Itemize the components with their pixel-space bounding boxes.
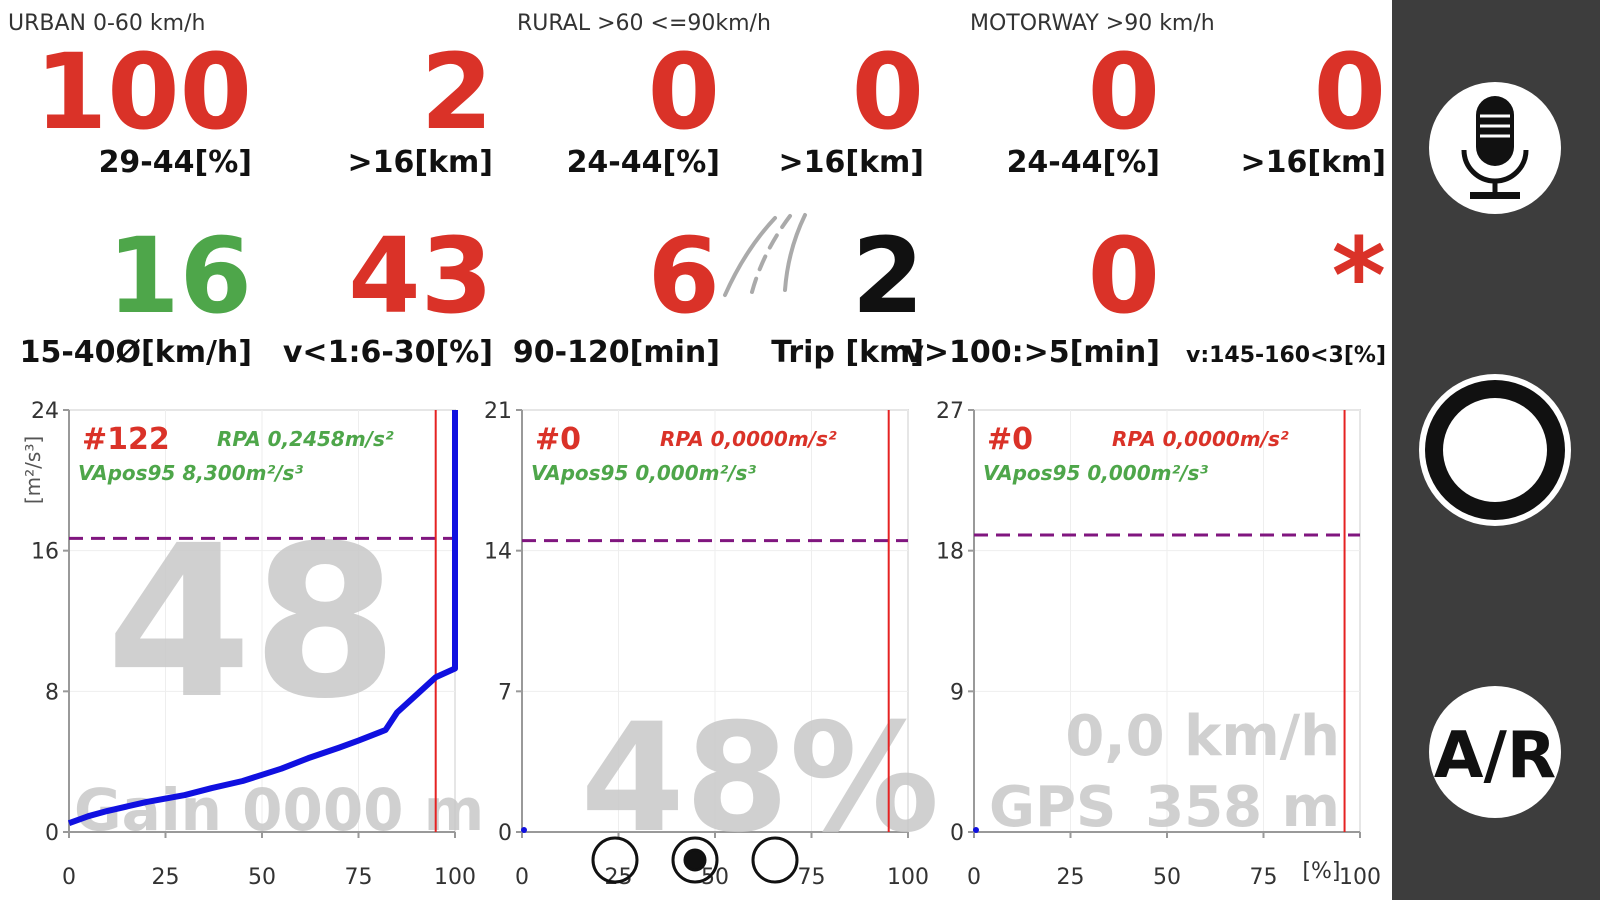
metric-value: 0 [1314,31,1386,153]
metric-label: 29-44[%] [99,145,252,180]
overlay-text: GPS [989,775,1116,840]
y-tick-label: 0 [498,821,512,846]
y-tick-label: 14 [484,540,512,565]
metric-label: 15-40Ø[km/h] [20,335,252,370]
y-tick-label: 8 [45,680,59,705]
metric-label: 90-120[min] [513,335,720,370]
count-label: #0 [535,422,581,457]
x-axis-label: [%] [1302,859,1340,884]
road-icon [723,213,807,297]
section-title: URBAN 0-60 km/h [8,11,205,36]
metric-label: >16[km] [347,145,493,180]
metric-value: 16 [107,215,252,337]
metric-value: 2 [421,31,493,153]
chart: 0 8 16 24 0 25 50 75 100 [m²/s³] 48 Gain 0000 m #122… [21,399,484,890]
rpa-label: RPA 0,0000m/s² [1112,427,1289,451]
x-tick-label: 75 [798,865,826,890]
section-title: MOTORWAY >90 km/h [970,11,1215,36]
x-tick-label: 50 [1153,865,1181,890]
y-tick-label: 0 [45,821,59,846]
metric-value: 100 [35,31,252,153]
count-label: #0 [987,422,1033,457]
x-tick-label: 50 [248,865,276,890]
rpa-label: RPA 0,2458m/s² [217,427,394,451]
vapos-label: VApos95 8,300m²/s³ [78,461,303,485]
metric-label: Trip [km] [771,335,924,370]
overlay-text: 48 [106,500,398,745]
y-tick-label: 27 [936,399,964,424]
metric-value: 0 [1088,31,1160,153]
y-tick-label: 16 [31,540,59,565]
x-tick-label: 100 [887,865,929,890]
x-tick-label: 25 [1057,865,1085,890]
y-tick-label: 0 [950,821,964,846]
metric-value: 6 [648,215,720,337]
metric-value: 2 [852,215,924,337]
y-tick-label: 7 [498,680,512,705]
record-button[interactable] [1419,374,1571,526]
y-tick-label: 18 [936,540,964,565]
page-indicator[interactable] [591,836,799,884]
metric-value: 0 [648,31,720,153]
x-tick-label: 0 [62,865,76,890]
y-axis-label: [m²/s³] [21,436,45,504]
x-tick-label: 75 [1250,865,1278,890]
metric-value: * [1332,215,1386,337]
x-tick-label: 0 [515,865,529,890]
y-tick-label: 24 [31,399,59,424]
data-point [521,827,527,833]
mic-button[interactable] [1429,82,1561,214]
metric-label: 24-44[%] [1007,145,1160,180]
overlay-text: 48% [580,692,939,866]
x-tick-label: 75 [345,865,373,890]
data-point [973,827,979,833]
metric-label: 24-44[%] [567,145,720,180]
overlay-text: 0,0 km/h [1065,704,1340,769]
x-tick-label: 25 [152,865,180,890]
y-tick-label: 9 [950,680,964,705]
y-tick-label: 21 [484,399,512,424]
metric-label: >16[km] [778,145,924,180]
x-tick-label: 100 [434,865,476,890]
metric-value: 43 [348,215,493,337]
x-tick-label: 0 [967,865,981,890]
count-label: #122 [82,422,170,457]
metric-value: 0 [1088,215,1160,337]
section-title: RURAL >60 <=90km/h [517,11,771,36]
metric-label: v:145-160<3[%] [1186,343,1386,368]
ar-button[interactable]: A/R [1429,686,1561,818]
rpa-label: RPA 0,0000m/s² [660,427,837,451]
metric-label: >16[km] [1240,145,1386,180]
x-tick-label: 100 [1339,865,1381,890]
ar-label[interactable]: A/R [1434,719,1556,793]
metric-label: v>100:>5[min] [904,335,1160,370]
overlay-text: 358 m [1145,775,1340,840]
vapos-label: VApos95 0,000m²/s³ [983,461,1208,485]
metric-value: 0 [852,31,924,153]
data-curve [67,410,458,827]
overlay-text: Gain 0000 m [74,776,484,844]
metric-label: v<1:6-30[%] [283,335,493,370]
vapos-label: VApos95 0,000m²/s³ [531,461,756,485]
